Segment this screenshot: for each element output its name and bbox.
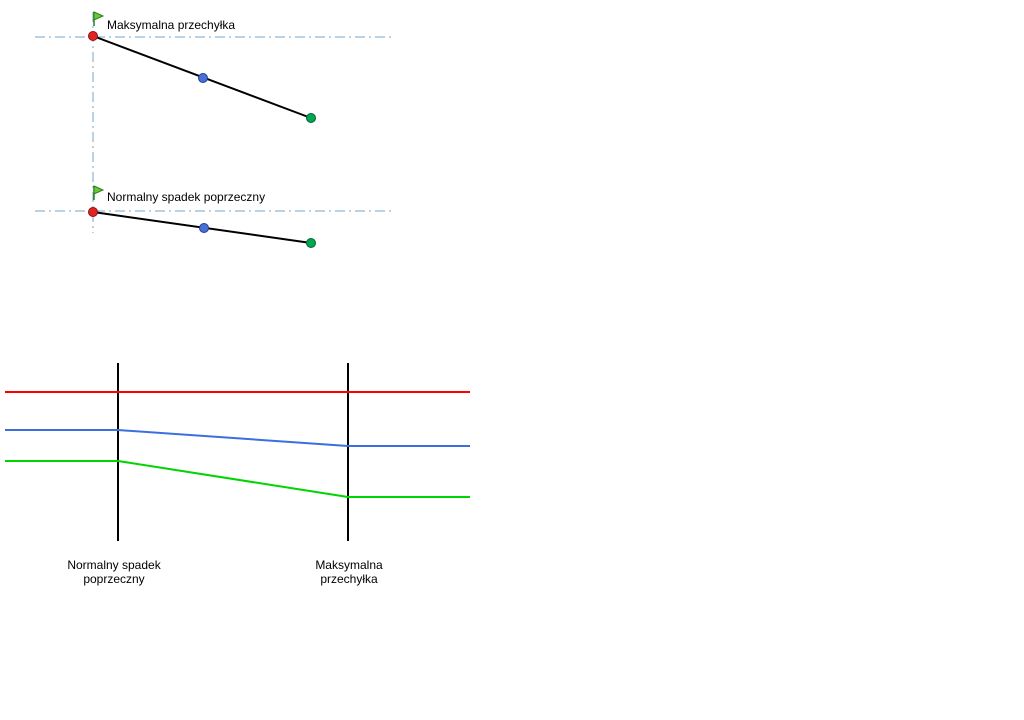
station-label-line: Maksymalna (315, 558, 383, 572)
station-label-normal-cross-slope: Normalny spadek poprzeczny (44, 558, 184, 586)
point-green[interactable] (306, 113, 316, 123)
flag-icon (93, 185, 105, 195)
station-label-line: przechyłka (320, 572, 378, 586)
station-label-max-superelevation: Maksymalna przechyłka (279, 558, 419, 586)
grade-line-green (5, 460, 470, 498)
label-max-superelevation: Maksymalna przechyłka (107, 18, 236, 32)
station-label-line: Normalny spadek (67, 558, 161, 572)
point-blue[interactable] (198, 73, 208, 83)
point-red[interactable] (88, 207, 98, 217)
point-red[interactable] (88, 31, 98, 41)
grade-line-blue (5, 429, 470, 447)
flag-icon (93, 11, 105, 21)
point-green[interactable] (306, 238, 316, 248)
station-label-line: poprzeczny (83, 572, 145, 586)
label-normal-cross-slope: Normalny spadek poprzeczny (107, 190, 266, 204)
point-blue[interactable] (199, 223, 209, 233)
